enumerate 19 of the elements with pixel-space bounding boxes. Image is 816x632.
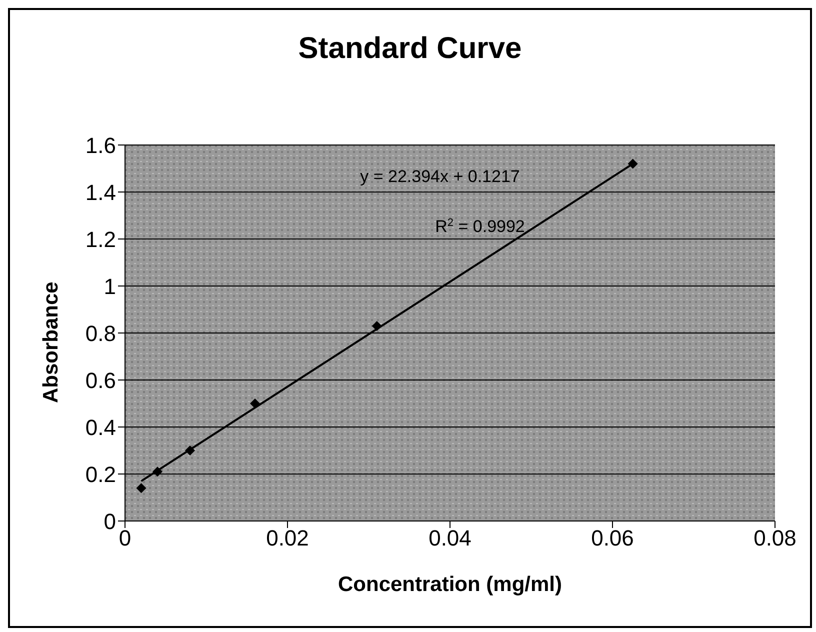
annotation: y = 22.394x + 0.1217 [360, 167, 520, 186]
y-tick-label: 0.4 [85, 414, 116, 440]
y-tick-label: 0 [104, 508, 116, 534]
annotation: R$^{2}$ = 0.9992 [435, 217, 525, 236]
point [136, 483, 146, 494]
y-axis-title: Absorbance [39, 282, 62, 403]
x-axis-title: Concentration (mg/ml) [338, 573, 562, 596]
y-tick-label: 1 [104, 274, 116, 299]
chart-title: Standard Curve [297, 32, 523, 66]
y-tick-label: 0.8 [85, 320, 116, 346]
x-tick-label: 0.02 [266, 526, 309, 551]
y-tick-label: 1.4 [85, 180, 116, 205]
y-tick-label: 0.2 [85, 462, 116, 487]
x-tick-label: 0.04 [428, 526, 472, 551]
y-tick-label: 1.6 [85, 132, 116, 158]
y-tick-label: 1.2 [85, 226, 116, 252]
x-tick-label: 0.06 [591, 526, 634, 551]
y-tick-label: 0.6 [85, 368, 116, 393]
x-tick-label: 0.08 [754, 526, 796, 551]
